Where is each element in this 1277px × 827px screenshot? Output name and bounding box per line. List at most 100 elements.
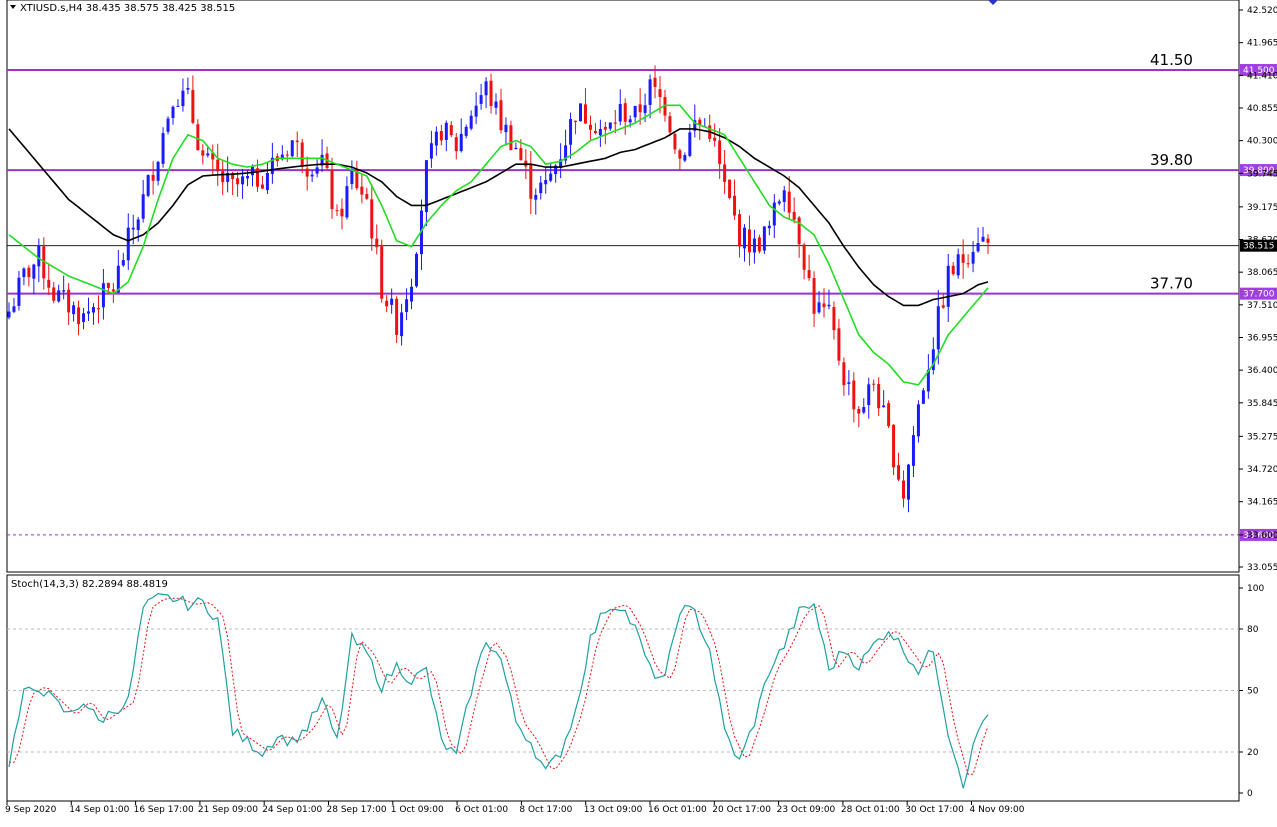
candle-body [792, 211, 796, 220]
candle [410, 278, 414, 310]
candle-body [315, 167, 319, 174]
y-tick-label: 34.165 [1247, 498, 1277, 508]
candle [941, 294, 945, 309]
candle-body [986, 238, 990, 243]
candle [201, 144, 205, 165]
candle [529, 151, 533, 215]
candle-body [231, 173, 235, 179]
candle [782, 185, 786, 212]
candle-body [459, 133, 463, 152]
candle-body [882, 405, 886, 408]
candle-body [529, 164, 533, 199]
x-tick-label: 13 Oct 09:00 [584, 805, 643, 815]
y-tick-label: 36.955 [1247, 333, 1277, 343]
candle [842, 357, 846, 396]
candle-body [479, 95, 483, 104]
candle-body [578, 103, 582, 122]
candle-body [310, 174, 314, 177]
candle-body [673, 133, 677, 150]
candle [206, 146, 210, 158]
candle [320, 139, 324, 172]
candle-body [733, 195, 737, 216]
candle-body [509, 125, 513, 151]
slow-moving-average-line [8, 128, 989, 307]
candle-body [926, 369, 930, 392]
candle-body [444, 122, 448, 140]
candle-body [931, 349, 935, 371]
x-tick-label: 16 Sep 17:00 [134, 805, 194, 815]
candle-body [136, 219, 140, 231]
candle-body [757, 237, 761, 252]
candle-body [146, 175, 150, 196]
candle-body [400, 312, 404, 337]
support-tag [1240, 528, 1277, 541]
candle [921, 387, 925, 405]
candle-body [87, 311, 91, 314]
candle [52, 282, 56, 304]
candle [260, 176, 264, 190]
candle-body [867, 384, 871, 406]
symbol-dropdown-icon[interactable] [10, 5, 16, 9]
candle [87, 297, 91, 322]
candle-body [822, 303, 826, 308]
y-tick-label: 34.720 [1247, 465, 1277, 475]
candle-body [698, 119, 702, 125]
main-panel-frame [6, 0, 1240, 573]
stoch-tick-label: 100 [1247, 584, 1264, 594]
candle-body [842, 362, 846, 386]
candle [812, 271, 816, 327]
candle-body [688, 132, 692, 156]
y-tick-label: 42.520 [1247, 6, 1277, 16]
candle [638, 88, 642, 125]
candle-body [494, 101, 498, 108]
candle-body [752, 238, 756, 253]
candle-body [380, 245, 384, 299]
candle [857, 405, 861, 428]
candle [951, 262, 955, 276]
candle [474, 92, 478, 125]
candle [77, 300, 81, 336]
candle-body [405, 299, 409, 313]
candle-body [549, 173, 553, 181]
candle-body [434, 131, 438, 146]
candle [792, 197, 796, 224]
candle-body [658, 89, 662, 97]
candle [762, 226, 766, 254]
candle-body [897, 465, 901, 480]
candle [817, 290, 821, 314]
candle-body [131, 227, 135, 230]
candle [713, 123, 717, 147]
stochastic-title: Stoch(14,3,3) 82.2894 88.4819 [11, 579, 168, 590]
candle-body [141, 194, 145, 219]
candle-body [226, 172, 230, 182]
candle-body [613, 122, 617, 124]
candle [385, 295, 389, 313]
candle [966, 254, 970, 268]
candle-body [802, 244, 806, 270]
candle-body [911, 435, 915, 466]
candle-body [474, 105, 478, 117]
candle-body [569, 119, 573, 145]
candle-body [643, 105, 647, 113]
candle [574, 120, 578, 135]
candle-body [439, 131, 443, 141]
candle-body [852, 380, 856, 410]
candle-body [22, 268, 26, 277]
candle-body [892, 424, 896, 468]
candle [96, 295, 100, 324]
candle-body [17, 277, 21, 306]
stoch-tick-label: 20 [1247, 748, 1259, 758]
candle [514, 142, 518, 150]
symbol-info: XTIUSD.s,H4 38.435 38.575 38.425 38.515 [20, 3, 235, 14]
candle [867, 377, 871, 419]
candle [37, 238, 41, 283]
candle-body [514, 147, 518, 150]
candle [678, 148, 682, 170]
candle [7, 302, 11, 320]
y-tick-label: 39.175 [1247, 203, 1277, 213]
candle-body [91, 307, 95, 313]
candle-body [906, 464, 910, 500]
candle [847, 370, 851, 396]
candle [340, 198, 344, 230]
candle-body [186, 88, 190, 90]
